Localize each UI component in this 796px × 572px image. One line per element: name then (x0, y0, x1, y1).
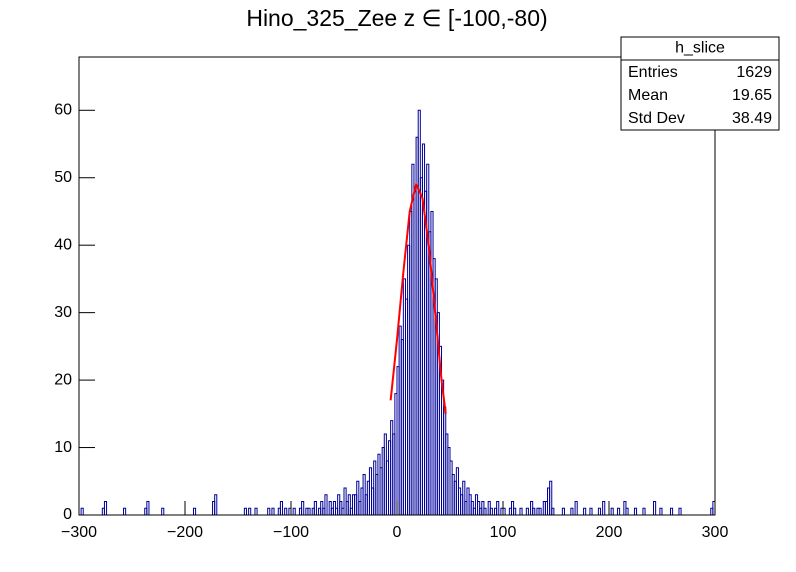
histogram-bar (324, 494, 328, 515)
histogram-bar (80, 507, 84, 515)
histogram-bar (483, 507, 487, 515)
stats-label: Entries (628, 64, 678, 81)
histogram-bar (243, 507, 247, 515)
histogram-bar (583, 507, 587, 515)
stats-value: 19.65 (732, 87, 772, 104)
histogram-bar (161, 507, 165, 515)
histogram-bar (279, 501, 284, 515)
histogram-bar (597, 507, 602, 515)
stats-label: Mean (628, 87, 668, 104)
histogram-bar (549, 480, 553, 515)
stats-value: 38.49 (732, 110, 772, 127)
y-tick-label: 10 (54, 439, 72, 456)
histogram-bar (551, 507, 555, 515)
histogram-bar (248, 507, 252, 515)
histogram-bar (267, 507, 271, 515)
histogram-bar (307, 507, 311, 515)
y-tick-label: 30 (54, 304, 72, 321)
histogram-bar (313, 501, 317, 515)
x-tick-label: −100 (273, 524, 309, 541)
histogram-bar (301, 501, 305, 515)
histogram-bar (462, 480, 466, 515)
y-tick-label: 40 (54, 236, 72, 253)
x-tick-label: 200 (596, 524, 623, 541)
stats-label: Std Dev (628, 110, 685, 127)
y-tick-label: 60 (54, 102, 72, 119)
x-tick-label: −300 (61, 524, 97, 541)
histogram-bar (616, 507, 621, 515)
histogram-bar (356, 480, 360, 515)
histogram-bar (513, 507, 517, 515)
y-tick-label: 50 (54, 169, 72, 186)
histogram-bar (659, 507, 663, 515)
histogram-bar (633, 507, 638, 515)
histogram-bar (254, 507, 258, 515)
stats-border (620, 36, 780, 131)
histogram-bar (532, 507, 536, 515)
histogram-bar (496, 501, 500, 515)
histogram-bar (347, 494, 351, 515)
histogram-bar (192, 507, 197, 515)
fit-curve (389, 181, 447, 414)
histogram-bar (669, 507, 674, 515)
x-tick-label: 100 (490, 524, 517, 541)
histogram-bar (561, 507, 565, 515)
histogram-bar (292, 507, 296, 515)
histogram-bar (123, 507, 127, 515)
y-tick-label: 0 (63, 506, 72, 523)
stats-box: h_slice Entries 1629 Mean 19.65 Std Dev … (620, 36, 780, 131)
x-tick-label: 0 (393, 524, 402, 541)
y-tick-label: 20 (54, 371, 72, 388)
histogram-bar (103, 501, 108, 515)
histogram-bar (602, 501, 606, 515)
histogram-bar (489, 507, 493, 515)
histogram-bar (625, 507, 629, 515)
histogram-bar (642, 507, 646, 515)
chart-title: Hino_325_Zee z ∈ [-100,-80) (246, 5, 547, 31)
histogram-bar (653, 501, 657, 515)
histogram-bar (610, 507, 614, 515)
histogram-bar (589, 507, 593, 515)
histogram-bar (570, 507, 574, 515)
histogram-bar (574, 501, 578, 515)
stats-value: 1629 (736, 64, 772, 81)
histogram-bar (271, 507, 275, 515)
histogram-bar (538, 507, 542, 515)
x-tick-label: −200 (167, 524, 203, 541)
histogram-bar (519, 507, 523, 515)
stats-title: h_slice (675, 40, 725, 57)
histogram-bar (284, 507, 288, 515)
histogram-bar (678, 507, 682, 515)
histogram-bar (146, 501, 150, 515)
x-tick-label: 300 (702, 524, 729, 541)
histogram-bar (214, 494, 218, 515)
histogram-bar (525, 507, 529, 515)
